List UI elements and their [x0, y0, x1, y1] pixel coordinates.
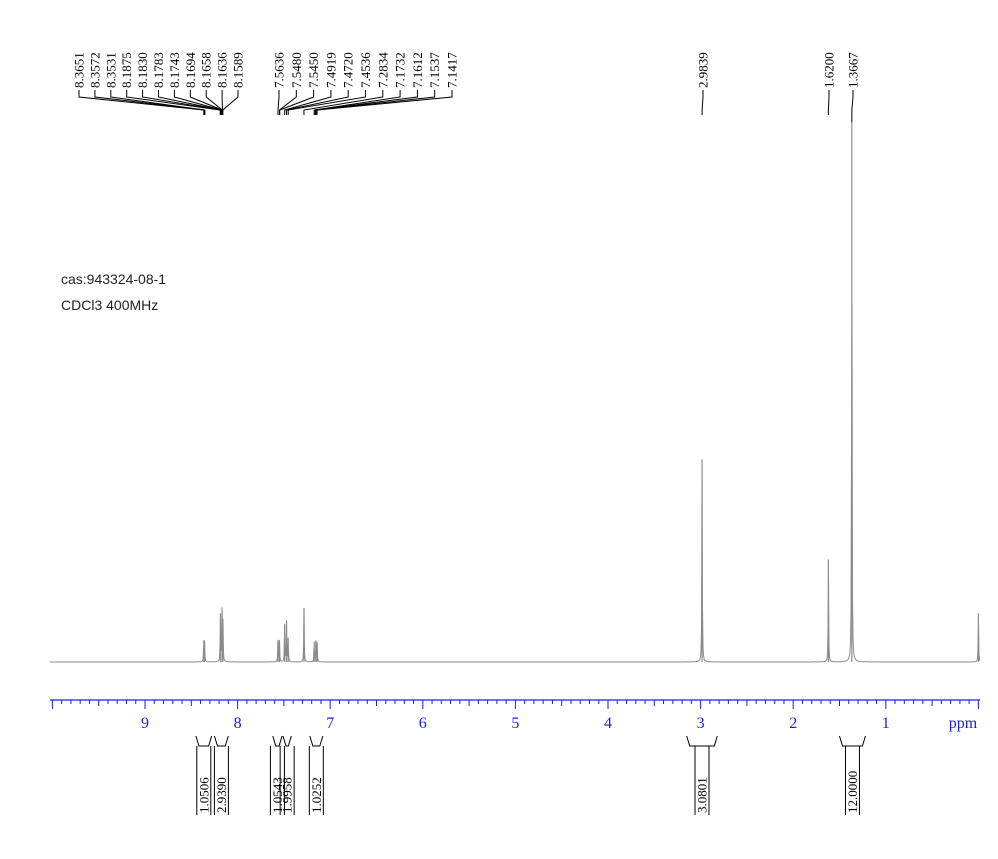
x-tick-label-1: 1: [882, 715, 890, 732]
peak-label-group: 8.3651 8.3572 8.3531 8.1875 8.1830 8.1783 8.17…: [72, 52, 861, 122]
peak-label: 8.1589: [231, 52, 246, 88]
peak-label: 7.1612: [410, 52, 425, 88]
peak-label-leader: [284, 90, 332, 115]
peak-label: 7.5450: [306, 52, 321, 88]
peak-label: 8.1636: [215, 52, 230, 88]
peak-label-leader: [827, 90, 830, 115]
peak-label: 7.2834: [375, 52, 390, 88]
peak-label-leader: [78, 90, 205, 115]
peak-label: 8.3531: [103, 52, 118, 88]
x-axis-unit-label: ppm: [949, 715, 978, 732]
peak-label: 8.3572: [87, 52, 102, 88]
peak-label-leader: [701, 90, 704, 115]
peak-label-leader: [285, 90, 349, 115]
integral-label: 1.0506: [196, 777, 211, 813]
x-tick-label-5: 5: [511, 715, 519, 732]
integral-bracket: [272, 735, 283, 747]
peak-label: 8.1743: [167, 52, 182, 88]
spectrum-trace: [50, 303, 981, 663]
integral-bracket: [195, 735, 213, 747]
peak-label-leader: [277, 90, 280, 115]
peak-label-leader: [279, 90, 315, 115]
peak-label: 8.1658: [199, 52, 214, 88]
peak-label: 7.5636: [272, 52, 287, 88]
x-tick-label-7: 7: [326, 715, 334, 732]
integral-bracket: [282, 735, 292, 747]
x-tick-label-9: 9: [141, 715, 149, 732]
peak-label-leader: [316, 90, 453, 115]
peak-label-leader: [303, 90, 384, 115]
peak-label: 8.3651: [72, 52, 87, 88]
x-tick-label-2: 2: [789, 715, 797, 732]
peak-label: 1.3667: [846, 52, 861, 88]
x-tick-label-3: 3: [697, 715, 705, 732]
peak-label: 8.1875: [119, 52, 134, 88]
integral-bracket: [686, 735, 718, 747]
x-axis: 9 8 7 6 5 4 3 2 1 ppm: [50, 699, 980, 732]
spectrum-trace-group: [50, 122, 981, 663]
integral-label: 1.0543: [270, 777, 285, 813]
peak-label: 7.4536: [358, 52, 373, 88]
sample-conditions-label: CDCl3 400MHz: [61, 297, 159, 313]
peak-label: 7.1537: [427, 52, 442, 88]
peak-label: 7.5480: [289, 52, 304, 88]
sample-cas-label: cas:943324-08-1: [61, 271, 167, 287]
peak-label-leader: [315, 90, 436, 115]
peak-label-leader: [173, 90, 222, 115]
integral-bracket: [213, 735, 229, 747]
peak-label-leader: [314, 90, 418, 115]
x-tick-label-6: 6: [419, 715, 427, 732]
peak-label: 8.1830: [135, 52, 150, 88]
peak-label: 1.6200: [822, 52, 837, 88]
peak-label-leader: [222, 90, 239, 115]
x-tick-label-8: 8: [234, 715, 242, 732]
integral-label: 1.0252: [309, 777, 324, 813]
integral-bracket: [309, 735, 324, 747]
peak-label: 8.1783: [151, 52, 166, 88]
integral-label: 12.0000: [845, 771, 860, 813]
x-tick-label-4: 4: [604, 715, 612, 732]
peak-label: 7.4720: [341, 52, 356, 88]
peak-label-leader: [142, 90, 222, 115]
integral-label: 1.9958: [280, 777, 295, 813]
peak-label-leader: [287, 90, 366, 115]
peak-label: 2.9839: [696, 52, 711, 88]
integral-label: 3.0801: [694, 777, 709, 813]
peak-label: 7.4919: [323, 52, 338, 88]
peak-label-leader: [851, 90, 854, 115]
peak-label-leader: [110, 90, 206, 115]
integral-label: 2.9390: [214, 777, 229, 813]
integral-bracket: [839, 735, 866, 747]
peak-label-leader: [313, 90, 401, 115]
peak-label: 7.1732: [393, 52, 408, 88]
peak-label: 7.1417: [445, 52, 460, 88]
peak-label: 8.1694: [183, 52, 198, 88]
